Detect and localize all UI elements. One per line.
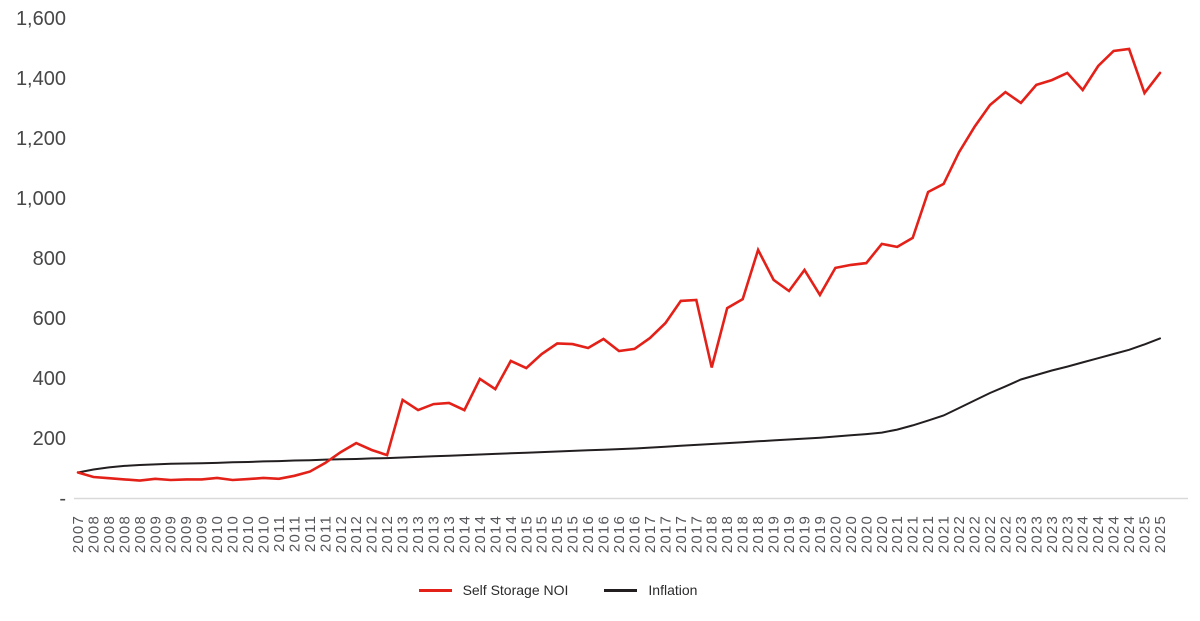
x-axis-tick-label: 2016 — [580, 515, 597, 553]
x-axis-tick-label: 2014 — [503, 515, 520, 553]
x-axis-tick-label: 2024 — [1106, 515, 1123, 553]
x-axis-tick-label: 2011 — [317, 515, 334, 552]
x-axis-tick-label: 2015 — [534, 515, 551, 553]
x-axis-tick-label: 2019 — [812, 515, 829, 553]
x-axis-tick-label: 2008 — [132, 515, 149, 553]
x-axis-tick-label: 2013 — [410, 515, 427, 553]
legend-item-self-storage-noi: Self Storage NOI — [418, 582, 569, 598]
series-line-self-storage-noi — [76, 47, 1162, 482]
y-axis-tick-label: 1,000 — [16, 188, 66, 210]
x-axis-tick-label: 2010 — [255, 515, 272, 553]
x-axis-tick-label: 2010 — [209, 515, 226, 553]
x-axis-tick-label: 2023 — [1013, 515, 1030, 553]
x-axis-tick-label: 2011 — [271, 515, 288, 552]
x-axis-tick-label: 2024 — [1075, 515, 1092, 553]
x-axis-tick-label: 2022 — [967, 515, 984, 553]
x-axis-tick-label: 2019 — [766, 515, 783, 553]
y-axis-tick-label: - — [59, 488, 66, 510]
x-axis-tick-label: 2018 — [750, 515, 767, 553]
x-axis-tick-label: 2021 — [905, 515, 922, 553]
x-axis-tick-label: 2025 — [1137, 515, 1154, 553]
x-axis-tick-label: 2023 — [1044, 515, 1061, 553]
x-axis-tick-label: 2013 — [395, 515, 412, 553]
x-axis-tick-label: 2017 — [673, 515, 690, 553]
x-axis-tick-label: 2014 — [472, 515, 489, 553]
x-axis-tick-label: 2020 — [874, 515, 891, 553]
x-axis-tick-label: 2012 — [364, 515, 381, 553]
x-axis-tick-label: 2009 — [178, 515, 195, 553]
x-axis-tick-label: 2019 — [796, 515, 813, 553]
x-axis-tick-label: 2011 — [286, 515, 303, 552]
y-axis-tick-label: 1,600 — [16, 8, 66, 30]
x-axis-tick-label: 2017 — [642, 515, 659, 553]
x-axis-tick-label: 2013 — [426, 515, 443, 553]
y-axis-tick-label: 1,400 — [16, 68, 66, 90]
x-axis-tick-label: 2014 — [456, 515, 473, 553]
legend-label-self-storage-noi: Self Storage NOI — [462, 582, 569, 598]
x-axis-tick-label: 2018 — [719, 515, 736, 553]
x-axis-tick-label: 2018 — [735, 515, 752, 553]
x-axis-tick-label: 2021 — [920, 515, 937, 553]
x-axis-tick-label: 2010 — [240, 515, 257, 553]
x-axis-tick-label: 2016 — [596, 515, 613, 553]
x-axis-tick-label: 2023 — [1028, 515, 1045, 553]
y-axis-tick-label: 600 — [33, 308, 66, 330]
legend-label-inflation: Inflation — [648, 582, 698, 598]
y-axis-tick-label: 200 — [33, 428, 66, 450]
x-axis-tick-label: 2018 — [704, 515, 721, 553]
x-axis-tick-label: 2015 — [518, 515, 535, 553]
x-axis-tick-label: 2016 — [611, 515, 628, 553]
x-axis-tick-label: 2015 — [565, 515, 582, 553]
x-axis-tick-label: 2021 — [936, 515, 953, 553]
x-axis-tick-label: 2024 — [1090, 515, 1107, 553]
x-axis-tick-label: 2025 — [1152, 515, 1169, 553]
x-axis-tick-label: 2015 — [549, 515, 566, 553]
y-axis-tick-label: 400 — [33, 368, 66, 390]
x-axis-tick-label: 2011 — [302, 515, 319, 552]
x-axis-tick-label: 2023 — [1059, 515, 1076, 553]
x-axis-tick-label: 2012 — [333, 515, 350, 553]
x-axis-tick-label: 2014 — [487, 515, 504, 553]
x-axis-tick-label: 2008 — [85, 515, 102, 553]
x-axis-tick-label: 2017 — [657, 515, 674, 553]
y-axis-tick-label: 1,200 — [16, 128, 66, 150]
legend-swatch-black-line-icon — [604, 588, 638, 592]
x-axis-tick-label: 2012 — [348, 515, 365, 553]
x-axis-tick-label: 2022 — [997, 515, 1014, 553]
x-axis-tick-label: 2009 — [163, 515, 180, 553]
x-axis-tick-label: 2008 — [116, 515, 133, 553]
x-axis-tick-label: 2021 — [889, 515, 906, 553]
x-axis-tick-label: 2022 — [982, 515, 999, 553]
x-axis-tick-label: 2009 — [147, 515, 164, 553]
series-line-inflation — [77, 337, 1161, 474]
x-axis-tick-label: 2017 — [688, 515, 705, 553]
chart-legend: Self Storage NOI Inflation — [0, 582, 1116, 598]
x-axis-tick-label: 2020 — [843, 515, 860, 553]
x-axis-tick-label: 2020 — [827, 515, 844, 553]
x-axis-tick-label: 2020 — [858, 515, 875, 553]
x-axis-tick-label: 2009 — [194, 515, 211, 553]
x-axis-tick-label: 2024 — [1121, 515, 1138, 553]
y-axis-tick-label: 800 — [33, 248, 66, 270]
x-axis-tick-label: 2012 — [379, 515, 396, 553]
x-axis-tick-label: 2019 — [781, 515, 798, 553]
x-axis-tick-label: 2022 — [951, 515, 968, 553]
x-axis-tick-label: 2016 — [626, 515, 643, 553]
x-axis-tick-label: 2010 — [225, 515, 242, 553]
x-axis-tick-label: 2007 — [70, 515, 87, 553]
legend-item-inflation: Inflation — [604, 582, 697, 598]
x-axis-tick-label: 2013 — [441, 515, 458, 553]
x-axis-tick-label: 2008 — [101, 515, 118, 553]
legend-swatch-red-line-icon — [418, 588, 452, 592]
